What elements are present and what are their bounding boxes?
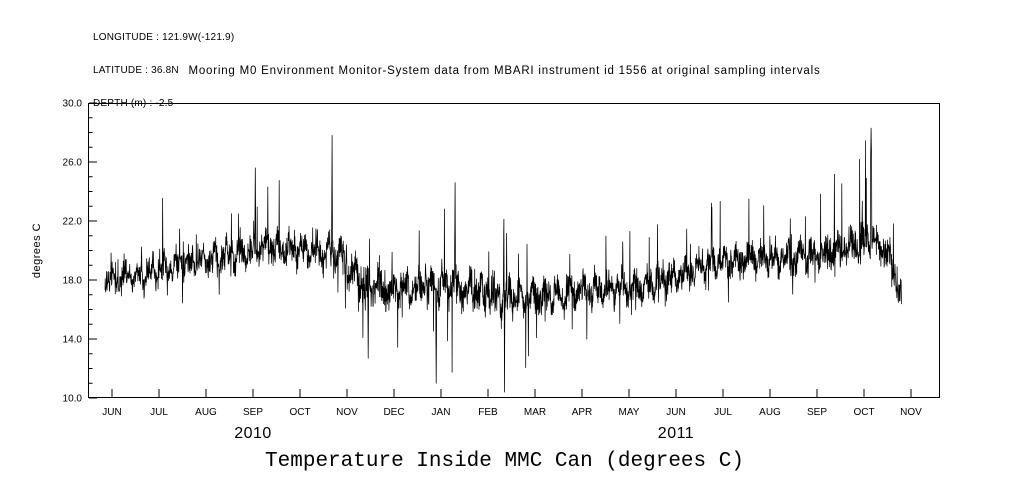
year-label: 2011 <box>658 425 694 442</box>
month-label: SEP <box>243 407 263 418</box>
temperature-line <box>104 127 902 393</box>
figure-caption: Temperature Inside MMC Can (degrees C) <box>265 450 744 473</box>
year-label: 2010 <box>234 425 272 442</box>
y-tick-label: 18.0 <box>63 276 83 287</box>
month-label: OCT <box>853 407 874 418</box>
month-label: FEB <box>478 407 498 418</box>
chart-title: Mooring M0 Environment Monitor-System da… <box>188 65 821 77</box>
month-label: OCT <box>289 407 310 418</box>
month-label: MAY <box>619 407 640 418</box>
month-label: NOV <box>900 407 922 418</box>
y-tick-label: 10.0 <box>63 394 83 405</box>
month-label: JUL <box>150 407 168 418</box>
month-label: JUL <box>714 407 732 418</box>
month-label: JUN <box>666 407 685 418</box>
month-label: DEC <box>383 407 404 418</box>
month-label: JUN <box>102 407 121 418</box>
month-label: JAN <box>432 407 451 418</box>
y-tick-label: 22.0 <box>63 217 83 228</box>
month-label: NOV <box>336 407 358 418</box>
latitude-label: LATITUDE : 36.8N <box>93 65 179 76</box>
y-axis-title: degrees C <box>31 223 43 278</box>
plot-border <box>88 103 940 398</box>
month-label: AUG <box>759 407 781 418</box>
location-metadata: LONGITUDE : 121.9W(-121.9) LATITUDE : 36… <box>93 10 234 131</box>
month-label: MAR <box>524 407 546 418</box>
y-tick-label: 14.0 <box>63 335 83 346</box>
longitude-label: LONGITUDE : 121.9W(-121.9) <box>93 32 235 43</box>
month-label: AUG <box>195 407 217 418</box>
y-axis: 10.0 14.0 18.0 22.0 26.0 30.0 <box>63 99 97 405</box>
y-tick-label: 30.0 <box>63 99 83 110</box>
month-label: APR <box>572 407 593 418</box>
y-tick-label: 26.0 <box>63 158 83 169</box>
month-label: SEP <box>807 407 827 418</box>
depth-label: DEPTH (m) : -2.5 <box>93 98 174 109</box>
x-axis: JUN JUL AUG SEP OCT NOV DEC JAN FEB MAR APR MAY JUN J… <box>102 389 922 418</box>
